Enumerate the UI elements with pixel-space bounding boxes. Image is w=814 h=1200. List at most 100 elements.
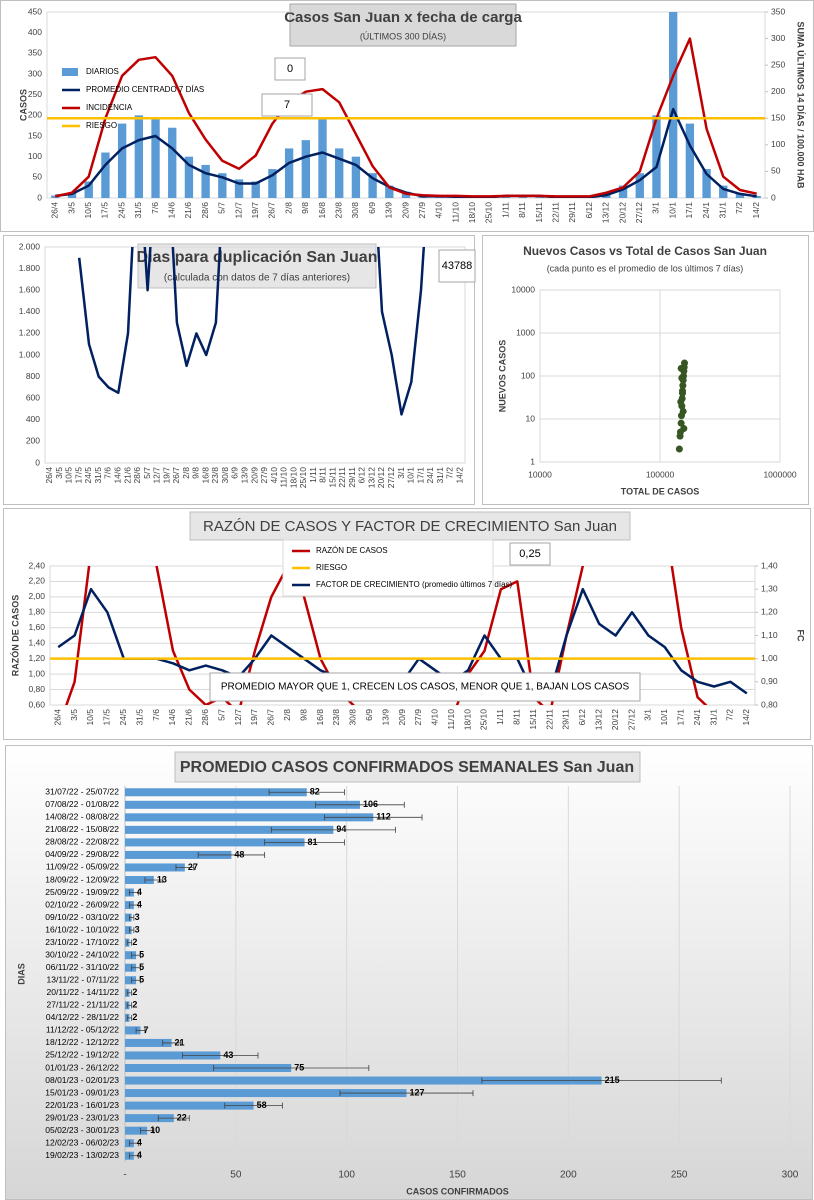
bar [125,788,307,797]
x-tick-label: 9/8 [300,202,310,214]
y-tick-label: 18/12/22 - 12/12/22 [45,1037,119,1047]
y-tick-label: 04/09/22 - 29/08/22 [45,849,119,859]
x-tick-label: 8/11 [512,709,522,725]
x-tick-label: 30/8 [348,709,358,726]
bar [125,1063,292,1073]
x-tick-label: 17/5 [102,709,112,726]
y-tick-label: 200 [28,110,42,120]
bar [51,195,60,198]
x-tick-label: 11/10 [279,467,289,488]
x-tick-label: 20/12 [617,202,627,224]
x-tick-label: 15/11 [528,709,538,730]
error-bar [126,939,133,946]
y-tick-label: 11/09/22 - 05/09/22 [46,862,119,872]
x-tick-label: 250 [671,1170,688,1181]
plot-area [44,246,466,464]
axis-title: TOTAL DE CASOS [621,486,700,496]
x-tick-label: 27/9 [259,467,269,484]
x-tick-label: 11/10 [446,709,456,730]
x-tick-label: 24/5 [118,709,128,726]
x-tick-label: 26/7 [266,709,276,726]
x-tick-label: 12/7 [152,467,162,484]
error-bar [135,1027,146,1034]
data-label: 27 [188,862,198,872]
annotation-box [509,542,551,566]
bar [351,156,361,198]
x-tick-label: 21/6 [122,467,132,484]
axis-title: SUMA ÚLTIMOS 14 DÍAS / 100.000 HAB [796,21,807,189]
y-tick-label: 400 [26,414,40,424]
data-label: 4 [137,1150,142,1160]
y-tick-label: 450 [28,6,42,16]
bar [268,169,277,198]
x-tick-label: 10/1 [667,202,677,219]
point [680,425,688,433]
x-tick-label: 6/12 [584,202,594,219]
x-tick-label: 24/5 [83,467,93,484]
x-tick-label: 5/7 [142,467,152,479]
error-bar [162,1039,181,1046]
annotation: 43788 [442,260,473,272]
x-tick-label: 1/11 [308,467,318,483]
x-tick-label: 21/6 [184,709,194,726]
x-tick-label: 15/11 [534,202,544,223]
x-tick-label: 8/11 [318,467,328,483]
chart-subtitle: (ÚLTIMOS 300 DÍAS) [360,31,446,41]
chart-title: Casos San Juan x fecha de carga [284,9,522,26]
data-label: 22 [177,1113,187,1123]
x-tick-label: 16/8 [317,202,327,219]
bar [125,825,334,834]
bar [125,1114,174,1123]
x-tick-label: 4/10 [434,202,444,219]
x-tick-label: 15/11 [327,467,337,488]
x-tick-label: 13/9 [239,467,249,484]
bar [251,181,260,198]
x-tick-label: 31/5 [93,467,103,484]
y-tick-label: 600 [26,392,40,402]
y-tick-label: 2,40 [28,560,45,570]
bar [618,185,628,198]
x-tick-label: 26/7 [267,202,277,219]
y-tick-label: 21/08/22 - 15/08/22 [45,824,119,834]
y-tick-label: 20/11/22 - 14/11/22 [47,987,120,997]
data-label: 5 [139,962,144,972]
error-bar [182,1052,259,1059]
y2-tick-label: 1,40 [761,560,778,570]
data-label: 2 [132,1000,137,1010]
x-tick-label: 11/10 [450,202,460,223]
bar [151,119,160,198]
y-tick-label: 1.200 [19,328,41,338]
data-label: 2 [132,1012,137,1022]
x-tick-label: 200 [560,1170,577,1181]
x-tick-label: 7/6 [150,202,160,214]
chart-title: Dias para duplicación San Juan [137,249,378,266]
x-tick-label: 13/9 [384,202,394,219]
y2-tick-label: 50 [771,166,781,176]
bar [125,1051,221,1060]
x-tick-label: 18/10 [462,709,472,731]
y-tick-label: 18/09/22 - 12/09/22 [45,874,119,884]
point [677,398,685,406]
x-tick-label: 3/5 [54,467,64,479]
error-bar [131,964,141,971]
legend-label: RIESGO [86,121,117,130]
x-tick-label: 10/5 [85,709,95,726]
data-label: 4 [137,899,142,909]
x-tick-label: 16/8 [200,467,210,484]
legend-label: INCIDENCIA [86,103,133,112]
x-tick-label: 20/12 [376,467,386,489]
x-tick-label: 25/10 [298,467,308,489]
x-tick-label: 19/7 [161,467,171,484]
x-tick-label: 24/1 [425,467,435,484]
x-tick-label: 26/4 [52,709,62,726]
line [65,566,708,705]
axis-title: DIAS [16,963,26,985]
error-bar [157,1115,190,1122]
x-tick-label: 26/4 [50,202,60,219]
x-tick-label: 23/8 [331,709,341,726]
y-tick-label: 1 [530,456,535,466]
x-tick-label: 14/6 [167,709,177,726]
y-tick-label: 12/02/23 - 06/02/23 [45,1137,119,1147]
title-box [174,751,641,783]
